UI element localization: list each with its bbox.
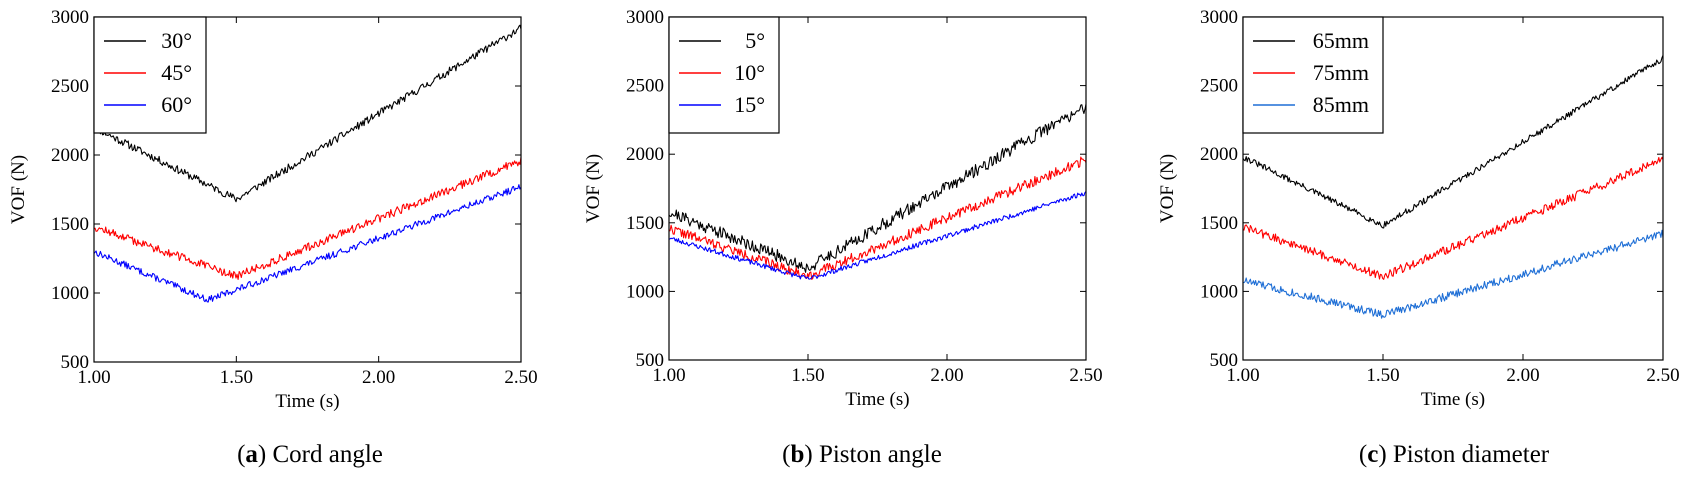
y-axis-label: VOF (N) — [1157, 154, 1178, 223]
caption-letter: c — [1367, 441, 1378, 468]
legend-label: 65mm — [1313, 28, 1369, 53]
y-tick-label: 3000 — [1200, 7, 1238, 28]
chart-panel: 1.00 1.50 2.00 2.50 500 1000 1500 2000 2500 3000 T… — [583, 7, 1103, 468]
series-line — [93, 24, 522, 203]
y-tick-label: 1000 — [1200, 281, 1238, 302]
caption-close: ) — [258, 441, 266, 468]
x-tick-label: 2.50 — [504, 367, 537, 388]
legend-label: 15° — [734, 92, 765, 117]
y-tick-label: 3000 — [626, 7, 664, 28]
series-line — [93, 184, 522, 303]
panel-caption: (c) Piston diameter — [1359, 441, 1550, 468]
x-tick-label: 2.00 — [930, 365, 963, 386]
legend-label: 60° — [161, 92, 192, 117]
legend-label: 30° — [161, 28, 192, 53]
legend-box — [1242, 16, 1384, 134]
legend-label: 75mm — [1313, 60, 1369, 85]
caption-letter: a — [245, 441, 258, 468]
chart-panel: 1.00 1.50 2.00 2.50 500 1000 1500 2000 2500 3000 T… — [1157, 7, 1680, 468]
y-tick-label: 2000 — [51, 145, 89, 166]
x-tick-label: 1.50 — [220, 367, 253, 388]
caption-open: ( — [1359, 441, 1367, 468]
x-tick-label: 2.00 — [1506, 365, 1539, 386]
legend-label: 45° — [161, 60, 192, 85]
series-line — [668, 156, 1087, 280]
y-tick-label: 2500 — [626, 76, 664, 97]
x-tick-label: 2.00 — [362, 367, 395, 388]
plot-frame — [668, 16, 1087, 361]
caption-text: Piston diameter — [1387, 441, 1550, 468]
x-tick-label: 2.50 — [1069, 365, 1102, 386]
y-tick-label: 3000 — [51, 7, 89, 28]
y-tick-label: 1500 — [1200, 213, 1238, 234]
y-tick-label: 1500 — [51, 214, 89, 235]
x-tick-label: 1.50 — [791, 365, 824, 386]
y-tick-label: 2500 — [51, 76, 89, 97]
series-line — [93, 157, 522, 280]
y-tick-label: 1000 — [51, 283, 89, 304]
y-axis-label: VOF (N) — [8, 155, 29, 224]
legend-label: 5° — [745, 28, 765, 53]
y-tick-label: 1500 — [626, 213, 664, 234]
y-axis-label: VOF (N) — [583, 154, 604, 223]
series-line — [1242, 156, 1664, 280]
y-tick-label: 2500 — [1200, 76, 1238, 97]
panel-caption: (a) Cord angle — [237, 441, 383, 468]
series-line — [1242, 55, 1664, 229]
legend-box — [668, 16, 780, 134]
y-tick-label: 2000 — [1200, 144, 1238, 165]
plot-frame — [1242, 16, 1664, 361]
caption-text: Piston angle — [813, 441, 942, 468]
y-tick-label: 2000 — [626, 144, 664, 165]
series-line — [668, 191, 1087, 280]
y-tick-label: 500 — [1210, 350, 1239, 371]
x-axis-label: Time (s) — [1421, 389, 1485, 410]
x-tick-label: 1.50 — [1366, 365, 1399, 386]
series-line — [668, 103, 1087, 273]
series-line — [1242, 229, 1664, 319]
caption-letter: b — [790, 441, 804, 468]
x-tick-label: 1.00 — [77, 367, 110, 388]
panel-caption: (b) Piston angle — [782, 441, 942, 468]
caption-close: ) — [1378, 441, 1386, 468]
y-tick-label: 500 — [61, 352, 90, 373]
x-tick-label: 1.00 — [652, 365, 685, 386]
legend: 5° 10° 15° — [668, 16, 780, 134]
caption-open: ( — [237, 441, 245, 468]
legend-box — [93, 16, 207, 134]
plot-frame — [93, 16, 522, 363]
legend-label: 10° — [734, 60, 765, 85]
x-axis-label: Time (s) — [275, 391, 339, 412]
y-tick-label: 500 — [636, 350, 665, 371]
legend: 30° 45° 60° — [93, 16, 207, 134]
caption-close: ) — [804, 441, 812, 468]
legend: 65mm 75mm 85mm — [1242, 16, 1384, 134]
x-tick-label: 2.50 — [1646, 365, 1679, 386]
x-tick-label: 1.00 — [1226, 365, 1259, 386]
caption-open: ( — [782, 441, 790, 468]
y-tick-label: 1000 — [626, 281, 664, 302]
chart-panel: 1.00 1.50 2.00 2.50 500 1000 1500 2000 2500 3000 T… — [8, 7, 538, 468]
caption-text: Cord angle — [266, 441, 383, 468]
x-axis-label: Time (s) — [845, 389, 909, 410]
legend-label: 85mm — [1313, 92, 1369, 117]
